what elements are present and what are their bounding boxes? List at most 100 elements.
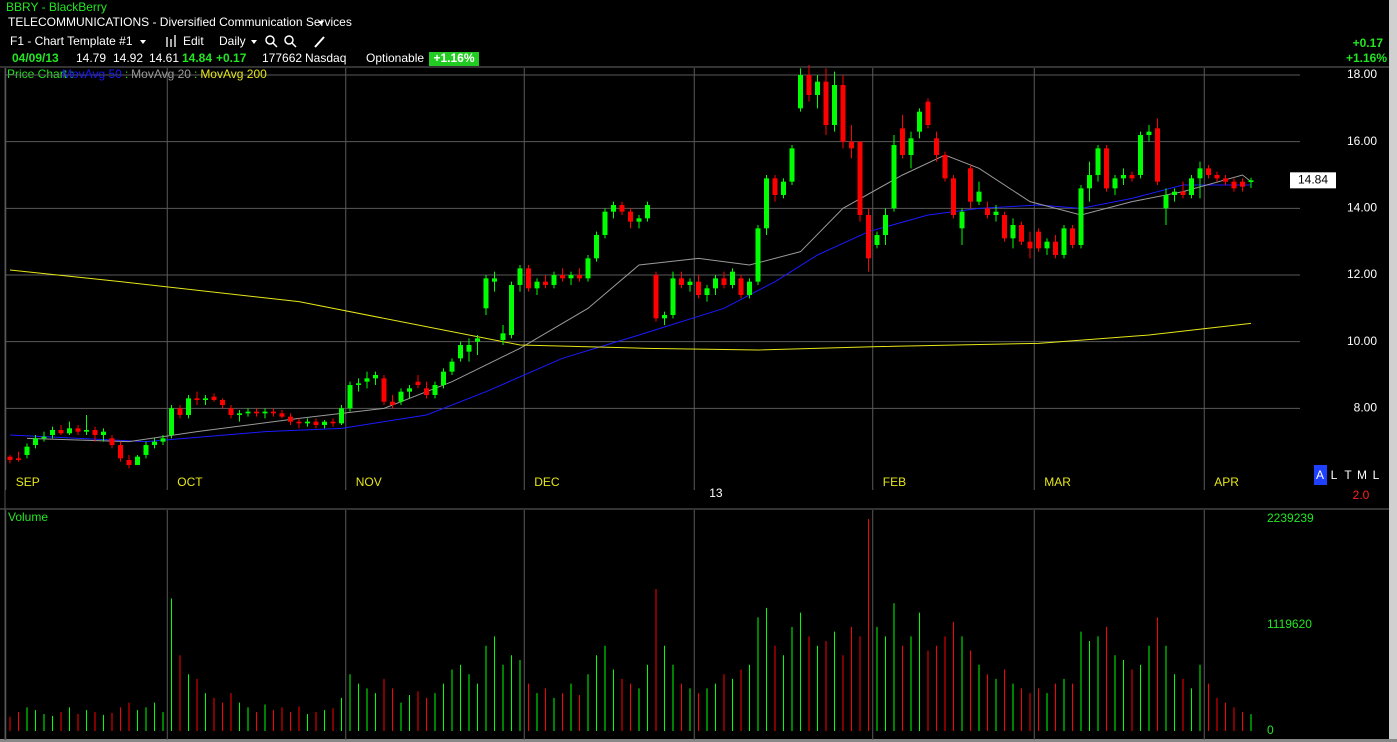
candle-body bbox=[1223, 178, 1228, 182]
candle-body bbox=[347, 385, 353, 409]
x-tick-label: NOV bbox=[356, 475, 382, 489]
quote-change: +0.17 bbox=[216, 51, 247, 65]
candle-body bbox=[874, 235, 880, 245]
candle-body bbox=[254, 411, 259, 414]
candle-body bbox=[322, 421, 327, 425]
dropdown-arrow[interactable] bbox=[140, 40, 146, 44]
candle-body bbox=[1019, 225, 1024, 242]
candle-body bbox=[781, 181, 786, 195]
candle-body bbox=[645, 205, 650, 219]
candle-body bbox=[1061, 228, 1067, 255]
candle-body bbox=[738, 278, 744, 295]
mode-button[interactable]: M bbox=[1357, 468, 1367, 482]
candle-body bbox=[288, 416, 293, 422]
candle-body bbox=[126, 460, 132, 465]
edit-icon[interactable] bbox=[166, 35, 176, 47]
candle-body bbox=[33, 438, 38, 445]
candle-body bbox=[220, 400, 225, 405]
y-tick-label: 14.00 bbox=[1347, 201, 1377, 215]
candle-body bbox=[1002, 215, 1007, 239]
volume-tick-label: 1119620 bbox=[1267, 617, 1312, 631]
y-tick-label: 18.00 bbox=[1347, 67, 1377, 81]
exchange: Nasdaq bbox=[305, 51, 346, 65]
candle-body bbox=[7, 456, 13, 460]
candle-body bbox=[67, 428, 72, 434]
candle-body bbox=[772, 178, 778, 195]
candle-body bbox=[415, 381, 421, 385]
candle-body bbox=[1053, 241, 1058, 255]
mode-button[interactable]: L bbox=[1331, 468, 1338, 482]
candle-body bbox=[1095, 148, 1101, 175]
candle-body bbox=[500, 333, 506, 340]
candle-body bbox=[908, 138, 914, 155]
candle-body bbox=[611, 205, 616, 212]
candle-body bbox=[169, 408, 174, 435]
quote-low: 14.61 bbox=[149, 51, 179, 65]
candle-body bbox=[483, 278, 489, 309]
candle-body bbox=[1172, 191, 1177, 195]
candle-body bbox=[1180, 191, 1186, 195]
candle-body bbox=[1189, 178, 1194, 195]
period[interactable]: Daily bbox=[219, 34, 246, 48]
dropdown-arrow[interactable] bbox=[251, 40, 257, 44]
candle-body bbox=[815, 81, 820, 95]
edit-button[interactable]: Edit bbox=[183, 34, 204, 48]
candle-body bbox=[1078, 188, 1084, 245]
candle-body bbox=[101, 431, 106, 435]
candle-body bbox=[50, 430, 55, 435]
template[interactable]: F1 - Chart Template #1 bbox=[10, 34, 133, 48]
mode-button[interactable]: L bbox=[1373, 468, 1380, 482]
candle-body bbox=[432, 385, 438, 395]
quote-volume: 177662 bbox=[262, 51, 302, 65]
moving-average bbox=[9, 269, 1252, 351]
candle-body bbox=[551, 275, 557, 285]
candle-body bbox=[976, 191, 982, 202]
candle-body bbox=[1087, 175, 1092, 189]
candle-body bbox=[84, 430, 89, 432]
candle-body bbox=[1197, 168, 1203, 179]
volume-label: Volume bbox=[8, 510, 48, 524]
candle-body bbox=[849, 141, 854, 149]
candle-body bbox=[143, 445, 149, 455]
candle-body bbox=[228, 408, 234, 415]
candle-body bbox=[509, 285, 514, 335]
candle-body bbox=[585, 258, 591, 279]
draw-icon[interactable] bbox=[314, 36, 325, 48]
candle-body bbox=[891, 145, 897, 209]
candle-body bbox=[279, 413, 285, 417]
zoom-out-icon[interactable] bbox=[284, 35, 297, 48]
candle-body bbox=[840, 85, 846, 142]
candle-body bbox=[41, 436, 47, 439]
x-tick-label: SEP bbox=[16, 475, 40, 489]
candle-body bbox=[560, 275, 565, 279]
candle-body bbox=[194, 398, 200, 400]
last-price-label: 14.84 bbox=[1298, 173, 1328, 187]
mode-button[interactable]: A bbox=[1316, 468, 1324, 482]
mode-button[interactable]: T bbox=[1344, 468, 1352, 482]
candle-body bbox=[679, 278, 684, 285]
x-tick-label: FEB bbox=[883, 475, 906, 489]
dropdown-arrow[interactable] bbox=[318, 21, 324, 25]
candle-body bbox=[211, 396, 217, 400]
x-tick-label: OCT bbox=[177, 475, 203, 489]
candle-body bbox=[755, 228, 761, 282]
volume-tick-label: 2239239 bbox=[1267, 511, 1314, 525]
candle-body bbox=[152, 441, 157, 445]
candle-body bbox=[806, 75, 812, 95]
candle-body bbox=[1010, 225, 1016, 239]
x-tick-label: MAR bbox=[1044, 475, 1071, 489]
candle-body bbox=[339, 408, 344, 424]
candle-body bbox=[160, 438, 166, 442]
candle-body bbox=[704, 288, 710, 295]
y-tick-label: 16.00 bbox=[1347, 134, 1377, 148]
candle-body bbox=[492, 278, 497, 282]
candle-body bbox=[1206, 168, 1211, 175]
industry[interactable]: TELECOMMUNICATIONS - Diversified Communi… bbox=[8, 15, 352, 29]
candle-body bbox=[594, 235, 599, 259]
symbol: BBRY - BlackBerry bbox=[6, 0, 107, 14]
zoom-in-icon[interactable] bbox=[265, 35, 278, 48]
candle-body bbox=[118, 445, 123, 459]
candle-body bbox=[951, 178, 956, 215]
candle-body bbox=[900, 128, 905, 155]
